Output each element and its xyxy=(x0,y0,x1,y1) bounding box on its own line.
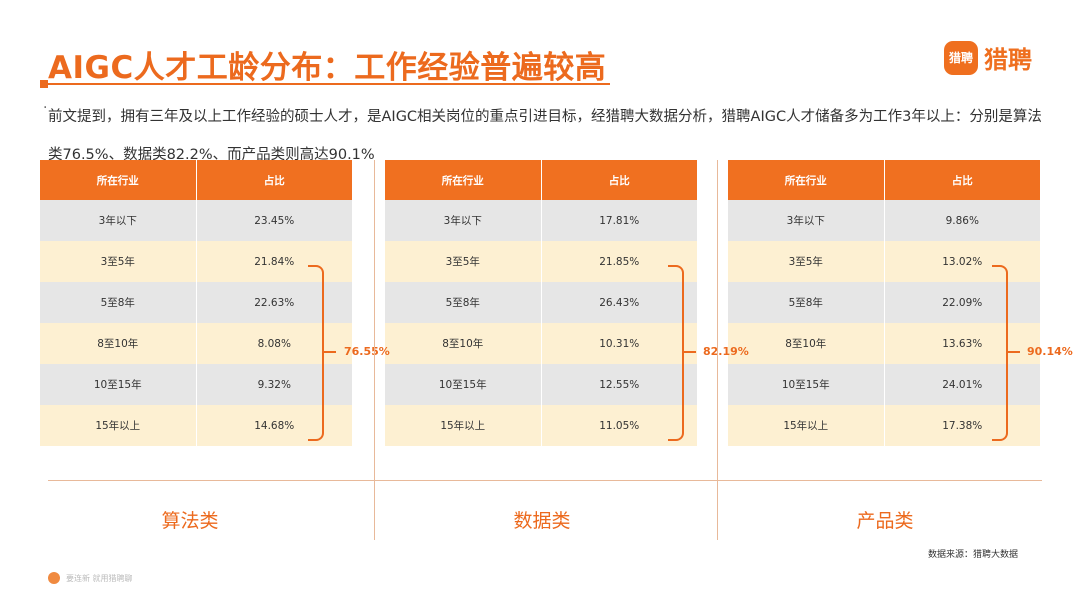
cell-ratio: 14.68% xyxy=(254,419,295,432)
table-row: 3年以下 9.86% xyxy=(728,200,1040,241)
bracket-tick xyxy=(1008,351,1020,353)
cell-years: 8至10年 xyxy=(728,323,885,364)
cell-years: 5至8年 xyxy=(40,282,197,323)
cell-ratio: 10.31% xyxy=(599,337,640,350)
table-row: 10至15年 12.55% xyxy=(385,364,697,405)
footer-slogan: 要连新 就用猎聘聊 xyxy=(66,574,133,583)
cell-ratio: 9.86% xyxy=(945,214,979,227)
table-row: 5至8年 22.63% xyxy=(40,282,352,323)
data-source: 数据来源：猎聘大数据 xyxy=(928,550,1019,560)
cell-years: 10至15年 xyxy=(40,364,197,405)
cell-ratio: 8.08% xyxy=(257,337,291,350)
cell-years: 3年以下 xyxy=(40,200,197,241)
cell-ratio: 11.05% xyxy=(599,419,640,432)
cell-years: 10至15年 xyxy=(385,364,542,405)
cell-ratio: 13.63% xyxy=(942,337,983,350)
table-row: 3至5年 21.84% xyxy=(40,241,352,282)
cell-ratio: 17.81% xyxy=(599,214,640,227)
divider-vertical xyxy=(717,160,718,540)
bracket-algorithm xyxy=(308,265,324,441)
cell-ratio: 12.55% xyxy=(599,378,640,391)
table-row: 5至8年 22.09% xyxy=(728,282,1040,323)
header-industry: 所在行业 xyxy=(728,160,885,200)
table-row: 10至15年 24.01% xyxy=(728,364,1040,405)
cell-years: 5至8年 xyxy=(728,282,885,323)
category-product: 产品类 xyxy=(856,510,914,532)
total-algorithm: 76.55% xyxy=(344,345,390,358)
table-row: 10至15年 9.32% xyxy=(40,364,352,405)
cell-years: 5至8年 xyxy=(385,282,542,323)
cell-years: 3至5年 xyxy=(385,241,542,282)
table-row: 3至5年 13.02% xyxy=(728,241,1040,282)
cell-years: 3年以下 xyxy=(385,200,542,241)
title-underline xyxy=(40,80,610,88)
cell-ratio: 9.32% xyxy=(257,378,291,391)
header-industry: 所在行业 xyxy=(40,160,197,200)
cell-ratio: 21.84% xyxy=(254,255,295,268)
cell-years: 8至10年 xyxy=(40,323,197,364)
table-header: 所在行业 占比 xyxy=(728,160,1040,200)
table-row: 15年以上 11.05% xyxy=(385,405,697,446)
bracket-data xyxy=(668,265,684,441)
table-row: 3至5年 21.85% xyxy=(385,241,697,282)
cell-years: 15年以上 xyxy=(385,405,542,446)
intro-paragraph: 前文提到，拥有三年及以上工作经验的硕士人才，是AIGC相关岗位的重点引进目标，经… xyxy=(48,109,1042,163)
bracket-tick xyxy=(324,351,336,353)
cell-years: 15年以上 xyxy=(40,405,197,446)
table-row: 3年以下 17.81% xyxy=(385,200,697,241)
cell-years: 10至15年 xyxy=(728,364,885,405)
logo-text: 猎聘 xyxy=(984,46,1032,74)
table-row: 8至10年 13.63% xyxy=(728,323,1040,364)
liepin-logo: 猎聘 猎聘 xyxy=(944,40,1032,75)
cell-ratio: 21.85% xyxy=(599,255,640,268)
cell-ratio: 17.38% xyxy=(942,419,983,432)
cell-ratio: 22.09% xyxy=(942,296,983,309)
cell-years: 3至5年 xyxy=(728,241,885,282)
bracket-product xyxy=(992,265,1008,441)
cell-years: 3年以下 xyxy=(728,200,885,241)
cell-ratio: 23.45% xyxy=(254,214,295,227)
table-row: 3年以下 23.45% xyxy=(40,200,352,241)
cell-ratio: 13.02% xyxy=(942,255,983,268)
footer-logo-icon xyxy=(48,572,60,584)
header-ratio: 占比 xyxy=(608,174,630,187)
table-product: 所在行业 占比 3年以下 9.86% 3至5年 13.02% 5至8年 22.09% … xyxy=(728,160,1040,446)
cell-years: 8至10年 xyxy=(385,323,542,364)
table-row: 8至10年 8.08% xyxy=(40,323,352,364)
cell-years: 15年以上 xyxy=(728,405,885,446)
table-algorithm: 所在行业 占比 3年以下 23.45% 3至5年 21.84% 5至8年 22.63%… xyxy=(40,160,352,446)
table-data: 所在行业 占比 3年以下 17.81% 3至5年 21.85% 5至8年 26.43%… xyxy=(385,160,697,446)
cell-ratio: 22.63% xyxy=(254,296,295,309)
header-ratio: 占比 xyxy=(263,174,285,187)
header-ratio: 占比 xyxy=(951,174,973,187)
table-row: 8至10年 10.31% xyxy=(385,323,697,364)
header-industry: 所在行业 xyxy=(385,160,542,200)
category-algorithm: 算法类 xyxy=(161,510,219,532)
cell-ratio: 24.01% xyxy=(942,378,983,391)
table-header: 所在行业 占比 xyxy=(40,160,352,200)
intro-bullet: · xyxy=(43,100,48,116)
table-row: 15年以上 14.68% xyxy=(40,405,352,446)
total-product: 90.14% xyxy=(1027,345,1073,358)
bracket-tick xyxy=(684,351,696,353)
page-title: AIGC人才工龄分布：工作经验普遍较高 xyxy=(48,50,607,86)
cell-ratio: 26.43% xyxy=(599,296,640,309)
logo-mark-icon: 猎聘 xyxy=(944,40,978,75)
category-data: 数据类 xyxy=(513,510,571,532)
divider-vertical xyxy=(374,160,375,540)
table-row: 5至8年 26.43% xyxy=(385,282,697,323)
divider-horizontal xyxy=(48,480,1042,481)
table-header: 所在行业 占比 xyxy=(385,160,697,200)
table-row: 15年以上 17.38% xyxy=(728,405,1040,446)
cell-years: 3至5年 xyxy=(40,241,197,282)
total-data: 82.19% xyxy=(703,345,749,358)
